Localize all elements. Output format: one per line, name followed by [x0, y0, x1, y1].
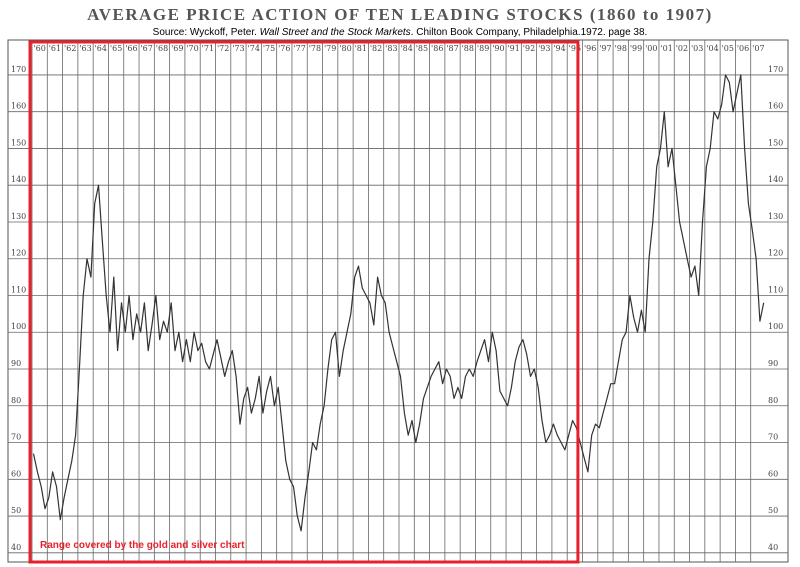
- x-tick-label: '03: [691, 44, 703, 53]
- x-tick-label: '72: [217, 44, 229, 53]
- x-tick-label: '62: [64, 44, 76, 53]
- y-tick-label: 50: [11, 506, 21, 515]
- x-tick-label: '78: [309, 44, 321, 53]
- x-tick-label: '88: [462, 44, 474, 53]
- subtitle-part: Source: Wyckoff, Peter.: [153, 27, 260, 38]
- x-tick-label: '69: [171, 44, 183, 53]
- x-tick-label: '98: [615, 44, 627, 53]
- chart-subtitle: Source: Wyckoff, Peter. Wall Street and …: [153, 27, 648, 38]
- y-tick-label: 130: [11, 212, 26, 221]
- x-tick-label: '77: [293, 44, 305, 53]
- y-tick-label: 160: [11, 102, 26, 111]
- x-tick-label: '96: [584, 44, 596, 53]
- x-tick-label: '94: [553, 44, 565, 53]
- y-tick-label-right: 60: [768, 469, 778, 478]
- x-tick-label: '84: [400, 44, 412, 53]
- x-tick-label: '80: [339, 44, 351, 53]
- y-tick-label: 40: [11, 543, 21, 552]
- x-tick-label: '85: [416, 44, 428, 53]
- x-tick-label: '99: [630, 44, 642, 53]
- highlight-range: [28, 40, 580, 564]
- x-tick-label: '06: [737, 44, 749, 53]
- y-tick-label: 150: [11, 138, 26, 147]
- y-tick-label: 70: [11, 433, 21, 442]
- x-tick-label: '65: [110, 44, 122, 53]
- x-tick-label: '68: [156, 44, 168, 53]
- x-tick-label: '01: [660, 44, 672, 53]
- x-tick-label: '61: [49, 44, 61, 53]
- y-tick-label-right: 120: [768, 249, 783, 258]
- plot-frame: [7, 39, 789, 563]
- x-tick-label: '64: [95, 44, 107, 53]
- x-tick-label: '76: [278, 44, 290, 53]
- x-tick-label: '07: [752, 44, 764, 53]
- y-tick-label: 110: [11, 285, 26, 294]
- x-tick-label: '63: [79, 44, 91, 53]
- x-tick-label: '70: [186, 44, 198, 53]
- y-tick-label-right: 110: [768, 285, 783, 294]
- x-tick-label: '71: [202, 44, 214, 53]
- y-tick-label-right: 150: [768, 138, 783, 147]
- x-tick-label: '05: [722, 44, 734, 53]
- x-tick-label: '04: [706, 44, 718, 53]
- y-tick-label-right: 130: [768, 212, 783, 221]
- x-tick-label: '90: [492, 44, 504, 53]
- y-tick-label: 100: [11, 322, 26, 331]
- y-tick-label-right: 140: [768, 175, 783, 184]
- x-tick-label: '93: [538, 44, 550, 53]
- x-tick-label: '97: [599, 44, 611, 53]
- y-tick-label: 120: [11, 249, 26, 258]
- x-tick-label: '87: [446, 44, 458, 53]
- subtitle-part: Wall Street and the Stock Markets: [260, 27, 411, 38]
- y-tick-label-right: 160: [768, 102, 783, 111]
- y-tick-label: 80: [11, 396, 21, 405]
- x-tick-label: '92: [523, 44, 535, 53]
- y-tick-label: 60: [11, 469, 21, 478]
- chart-title: AVERAGE PRICE ACTION OF TEN LEADING STOC…: [87, 5, 713, 24]
- x-tick-label: '00: [645, 44, 657, 53]
- subtitle-part: . Chilton Book Company, Philadelphia.197…: [411, 27, 648, 38]
- x-tick-label: '89: [477, 44, 489, 53]
- x-tick-label: '83: [385, 44, 397, 53]
- y-tick-label: 170: [11, 65, 26, 74]
- y-tick-label: 90: [11, 359, 21, 368]
- x-tick-label: '86: [431, 44, 443, 53]
- x-tick-label: '74: [248, 44, 260, 53]
- y-tick-label: 140: [11, 175, 26, 184]
- y-tick-label-right: 80: [768, 396, 778, 405]
- x-tick-label: '91: [507, 44, 519, 53]
- y-tick-label-right: 40: [768, 543, 778, 552]
- highlight-label: Range covered by the gold and silver cha…: [40, 540, 245, 551]
- x-tick-label: '67: [140, 44, 152, 53]
- x-tick-label: '02: [676, 44, 688, 53]
- x-tick-label: '81: [355, 44, 367, 53]
- x-tick-label: '95: [569, 44, 581, 53]
- y-tick-label-right: 70: [768, 433, 778, 442]
- x-tick-label: '82: [370, 44, 382, 53]
- x-tick-label: '75: [263, 44, 275, 53]
- y-tick-label-right: 100: [768, 322, 783, 331]
- price-line: [32, 74, 765, 532]
- y-tick-label-right: 170: [768, 65, 783, 74]
- y-tick-label-right: 90: [768, 359, 778, 368]
- x-tick-label: '60: [33, 44, 45, 53]
- x-tick-label: '79: [324, 44, 336, 53]
- y-tick-label-right: 50: [768, 506, 778, 515]
- x-tick-label: '66: [125, 44, 137, 53]
- x-tick-label: '73: [232, 44, 244, 53]
